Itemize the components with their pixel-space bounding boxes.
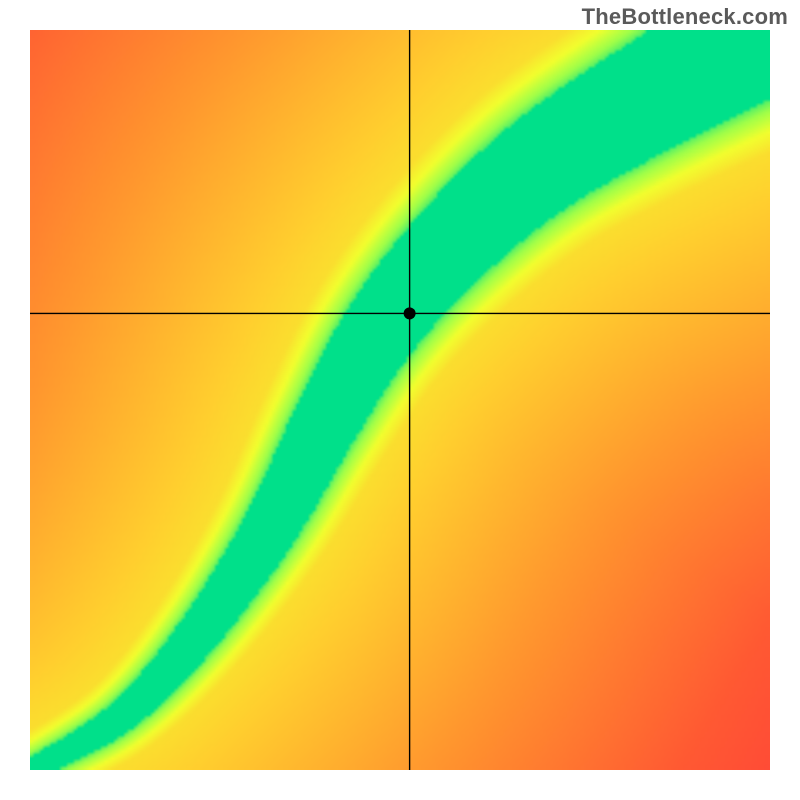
- heatmap-canvas: [30, 30, 770, 770]
- watermark-text: TheBottleneck.com: [582, 4, 788, 30]
- heatmap-plot: [30, 30, 770, 770]
